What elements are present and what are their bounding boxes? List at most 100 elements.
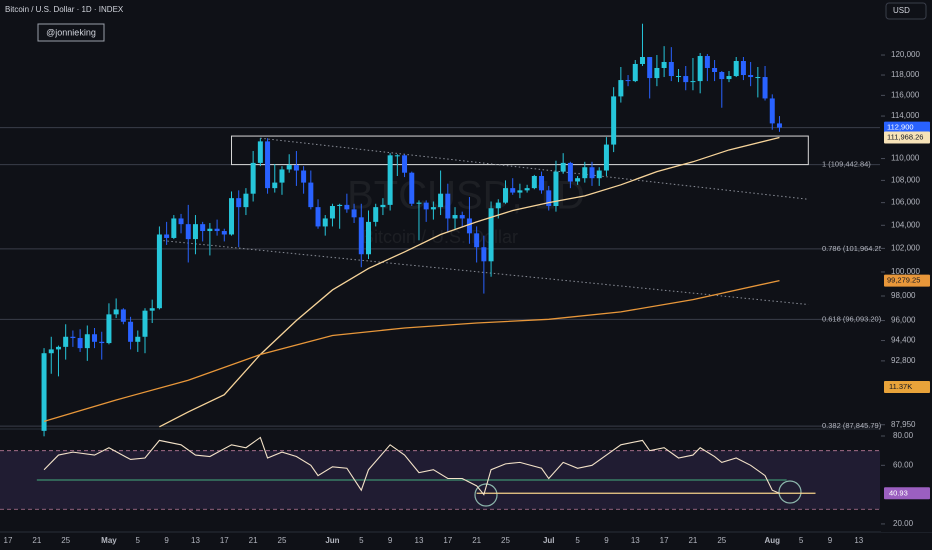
x-tick-label: 5 bbox=[359, 536, 364, 545]
y-tick-label: 110,000 bbox=[891, 154, 920, 163]
candle-body bbox=[445, 193, 451, 219]
candle-body bbox=[77, 338, 83, 349]
volume-badge-label: 11.37K bbox=[889, 382, 912, 391]
candle-body bbox=[63, 336, 69, 347]
candle-body bbox=[207, 228, 213, 232]
candle-body bbox=[755, 77, 761, 79]
volume-badge bbox=[884, 381, 930, 393]
candle-body bbox=[683, 76, 689, 83]
candle-body bbox=[366, 221, 371, 255]
candle-body bbox=[380, 204, 386, 208]
candle-body bbox=[214, 228, 220, 232]
candle-body bbox=[676, 76, 682, 78]
rsi-badge bbox=[884, 487, 930, 500]
candle-body bbox=[712, 67, 718, 73]
rsi-badge-label: 40.93 bbox=[889, 488, 908, 497]
candle-body bbox=[603, 144, 609, 171]
candle-body bbox=[236, 198, 242, 208]
candle-body bbox=[719, 72, 725, 80]
x-tick-label: 21 bbox=[32, 536, 41, 545]
candle-body bbox=[185, 224, 191, 240]
x-tick-label: 13 bbox=[191, 536, 200, 545]
candle-body bbox=[488, 208, 494, 262]
y-tick-label: 108,000 bbox=[891, 176, 920, 185]
y-tick-label: 87,950 bbox=[891, 420, 916, 429]
watermark-sub: Bitcoin / U.S. Dollar bbox=[362, 227, 518, 247]
candle-body bbox=[553, 171, 559, 207]
candle-body bbox=[510, 188, 516, 193]
candle-body bbox=[120, 309, 126, 322]
candle-body bbox=[358, 217, 364, 255]
fib-label: 0.382 (87,845.79) bbox=[822, 421, 882, 430]
currency[interactable]: USD bbox=[893, 6, 910, 15]
candle-body bbox=[423, 202, 429, 210]
y-tick-label: 106,000 bbox=[891, 198, 920, 207]
x-tick-label: 9 bbox=[828, 536, 833, 545]
price-badge bbox=[884, 274, 930, 287]
candle-body bbox=[221, 231, 227, 235]
price-badge bbox=[884, 131, 930, 144]
candle-body bbox=[387, 155, 393, 205]
chart-title: Bitcoin / U.S. Dollar · 1D · INDEX bbox=[5, 5, 124, 14]
candle-body bbox=[596, 170, 602, 179]
candle-body bbox=[560, 162, 566, 172]
candle-body bbox=[531, 175, 537, 189]
candle-body bbox=[524, 188, 530, 191]
candle-body bbox=[41, 353, 47, 431]
candle-body bbox=[611, 96, 617, 145]
candle-body bbox=[229, 198, 235, 235]
candle-body bbox=[171, 218, 177, 238]
candle-body bbox=[474, 233, 480, 248]
currency-button[interactable] bbox=[885, 2, 927, 20]
x-tick-label: 17 bbox=[443, 536, 452, 545]
fib-label: 1 (109,442.84) bbox=[822, 160, 871, 169]
candle-body bbox=[92, 334, 98, 342]
candle-body bbox=[394, 155, 400, 157]
candle-body bbox=[618, 80, 624, 97]
candle-body bbox=[430, 207, 436, 210]
candle-body bbox=[308, 182, 314, 208]
y-tick-label: 100,000 bbox=[891, 267, 920, 276]
candle-body bbox=[272, 182, 278, 189]
candle-body bbox=[142, 310, 148, 337]
candle-body bbox=[329, 206, 335, 219]
candle-body bbox=[668, 61, 674, 77]
moving-average bbox=[159, 136, 780, 428]
y-tick-label: 120,000 bbox=[891, 50, 920, 59]
candle-body bbox=[539, 175, 545, 191]
y-tick-label: 114,000 bbox=[891, 111, 920, 120]
y-tick-label: 118,000 bbox=[891, 70, 920, 79]
author: @jonnieking bbox=[46, 27, 96, 37]
y-tick-label: 104,000 bbox=[891, 220, 920, 229]
candle-body bbox=[575, 178, 581, 182]
x-tick-label: 5 bbox=[575, 536, 580, 545]
x-tick-label: 13 bbox=[631, 536, 640, 545]
candle-body bbox=[257, 141, 263, 163]
candle-body bbox=[704, 56, 710, 68]
candle-body bbox=[99, 341, 105, 344]
candle-body bbox=[762, 77, 768, 99]
rsi-tick-label: 20.00 bbox=[893, 519, 914, 528]
x-tick-label: 9 bbox=[388, 536, 393, 545]
candle-body bbox=[697, 56, 703, 82]
author-box bbox=[37, 23, 105, 42]
price-badge-label: 99,279.25 bbox=[887, 276, 920, 285]
x-tick-label: 21 bbox=[249, 536, 258, 545]
x-tick-label: 21 bbox=[688, 536, 697, 545]
candle-body bbox=[452, 215, 458, 219]
candle-body bbox=[582, 167, 588, 179]
x-tick-label: 17 bbox=[4, 536, 13, 545]
candle-body bbox=[337, 204, 343, 207]
candle-body bbox=[55, 346, 61, 350]
candle-body bbox=[373, 207, 379, 222]
fib-label: 0.786 (101,964.25) bbox=[822, 244, 886, 253]
x-tick-label: Aug bbox=[764, 536, 780, 545]
candle-body bbox=[639, 57, 645, 64]
price-badge-label: 112,900 bbox=[887, 123, 914, 132]
plot: 1 (109,442.84) 0.786 (101,964.25) 0.618 (9… bbox=[0, 22, 932, 545]
candle-body bbox=[481, 247, 487, 262]
candle-body bbox=[589, 167, 595, 179]
rsi-tick-label: 80.00 bbox=[893, 431, 914, 440]
candle-body bbox=[156, 234, 162, 309]
